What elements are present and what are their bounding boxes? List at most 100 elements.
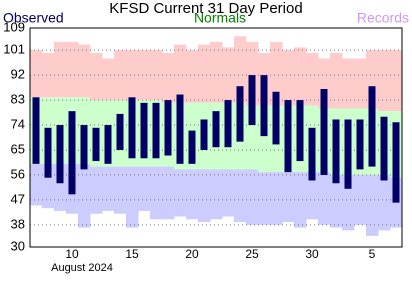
record-low-band xyxy=(114,166,127,214)
observed-bar xyxy=(56,125,64,184)
record-low-band xyxy=(198,169,211,223)
record-low-band xyxy=(186,169,199,220)
record-high-band xyxy=(306,52,319,106)
observed-bar xyxy=(368,86,376,167)
observed-bar xyxy=(308,127,316,181)
observed-bar xyxy=(392,122,400,203)
observed-bar xyxy=(44,127,52,178)
observed-bar xyxy=(128,97,136,159)
record-high-band xyxy=(42,52,55,98)
record-high-band xyxy=(90,52,103,101)
observed-bar xyxy=(92,127,100,162)
record-high-band xyxy=(210,41,223,103)
record-low-band xyxy=(294,172,307,228)
observed-bar xyxy=(332,119,340,184)
observed-bar xyxy=(200,119,208,150)
x-tick-label: 10 xyxy=(65,247,79,261)
x-tick-label: 30 xyxy=(305,247,319,261)
observed-bar xyxy=(272,91,280,145)
record-low-band xyxy=(282,172,295,223)
record-low-band xyxy=(234,169,247,223)
record-low-band xyxy=(30,163,43,206)
observed-bar xyxy=(296,100,304,162)
record-high-band xyxy=(282,50,295,106)
record-low-band xyxy=(126,166,139,228)
record-high-band xyxy=(114,50,127,101)
observed-bar xyxy=(104,125,112,164)
record-low-band xyxy=(210,169,223,220)
record-high-band xyxy=(378,50,391,112)
y-tick-label: 74 xyxy=(11,116,25,131)
record-low-band xyxy=(354,174,367,225)
observed-bar xyxy=(176,94,184,164)
record-low-band xyxy=(102,166,115,211)
record-low-band xyxy=(270,172,283,225)
record-high-band xyxy=(54,41,67,98)
legend-records: Records xyxy=(357,10,409,26)
y-tick-label: 30 xyxy=(11,238,25,253)
observed-bar xyxy=(344,119,352,189)
y-tick-label: 92 xyxy=(11,67,25,82)
observed-bar xyxy=(152,102,160,159)
y-tick-label: 83 xyxy=(11,92,25,107)
record-low-band xyxy=(138,166,151,211)
x-tick-label: 20 xyxy=(185,247,199,261)
record-high-band xyxy=(198,44,211,103)
y-tick-label: 38 xyxy=(11,216,25,231)
record-low-band xyxy=(306,172,319,220)
record-high-band xyxy=(30,50,43,98)
legend-normals: Normals xyxy=(194,10,246,26)
y-tick-label: 65 xyxy=(11,141,25,156)
observed-bar xyxy=(32,97,40,164)
record-low-band xyxy=(246,169,259,225)
observed-bar xyxy=(140,102,148,159)
record-low-band xyxy=(78,163,91,228)
observed-bar xyxy=(260,75,268,137)
observed-bar xyxy=(164,100,172,156)
y-tick-label: 47 xyxy=(11,191,25,206)
record-low-band xyxy=(378,174,391,231)
record-low-band xyxy=(318,172,331,225)
observed-bar xyxy=(248,75,256,126)
observed-bar xyxy=(224,100,232,148)
y-tick-label: 101 xyxy=(3,42,25,57)
plot-frame xyxy=(29,27,403,248)
record-low-band xyxy=(366,174,379,236)
observed-bar xyxy=(68,111,76,195)
record-low-band xyxy=(330,174,343,228)
observed-bar xyxy=(380,116,388,181)
observed-bar xyxy=(284,100,292,173)
x-tick-label: 25 xyxy=(245,247,259,261)
record-low-band xyxy=(90,166,103,214)
record-high-band xyxy=(330,52,343,109)
record-high-band xyxy=(66,41,79,98)
observed-bar xyxy=(320,88,328,175)
record-low-band xyxy=(174,169,187,217)
record-high-band xyxy=(162,52,175,103)
y-tick-label: 109 xyxy=(3,19,25,34)
record-high-band xyxy=(390,50,403,112)
record-low-band xyxy=(222,169,235,217)
record-high-band xyxy=(78,44,91,98)
observed-bar xyxy=(356,119,364,170)
observed-bar xyxy=(212,111,220,148)
record-high-band xyxy=(294,47,307,106)
record-high-band xyxy=(150,50,163,101)
y-tick-label: 56 xyxy=(11,166,25,181)
record-high-band xyxy=(126,50,139,101)
observed-bar xyxy=(188,130,196,164)
observed-bar xyxy=(80,125,88,170)
record-high-band xyxy=(186,50,199,103)
record-low-band xyxy=(150,166,163,220)
observed-bar xyxy=(236,86,244,142)
chart-title: KFSD Current 31 Day Period xyxy=(109,0,302,17)
record-high-band xyxy=(354,58,367,109)
record-high-band xyxy=(102,58,115,101)
record-low-band xyxy=(258,172,271,225)
record-low-band xyxy=(342,174,355,231)
record-high-band xyxy=(270,41,283,106)
x-tick-label: 5 xyxy=(369,247,376,261)
record-low-band xyxy=(162,166,175,220)
record-high-band xyxy=(222,47,235,103)
